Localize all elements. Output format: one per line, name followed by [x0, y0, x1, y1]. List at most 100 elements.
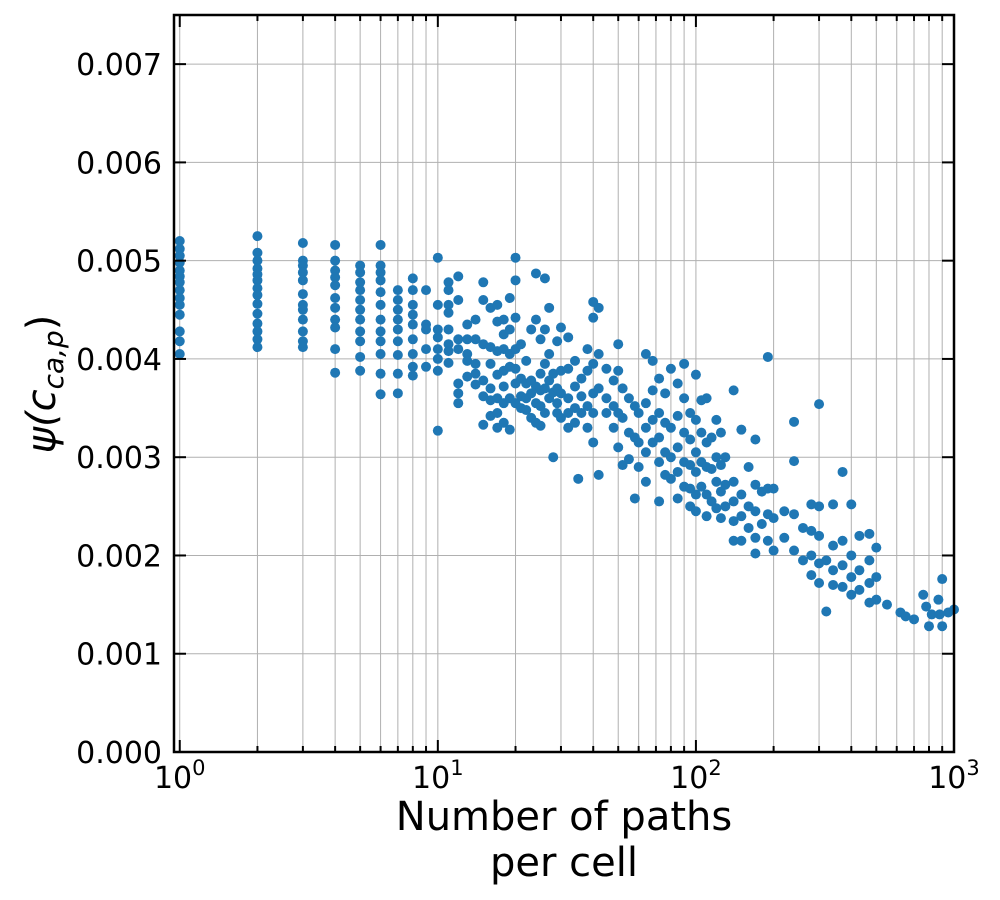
data-point — [665, 473, 676, 484]
data-point — [789, 456, 800, 467]
data-point — [453, 388, 464, 399]
data-point — [665, 363, 676, 374]
data-point — [355, 314, 366, 325]
data-point — [355, 336, 366, 347]
data-point — [392, 350, 403, 361]
x-tick-label: 101 — [412, 756, 464, 796]
data-point — [555, 388, 566, 399]
data-point — [252, 342, 263, 353]
axis-ticks — [174, 15, 954, 753]
y-tick-label: 0.005 — [76, 245, 162, 280]
data-point — [613, 365, 624, 376]
data-point — [728, 385, 739, 396]
data-point — [814, 577, 825, 588]
data-point — [375, 336, 386, 347]
data-point — [375, 389, 386, 400]
data-point — [432, 252, 443, 263]
data-point — [640, 447, 651, 458]
data-point — [569, 417, 580, 428]
data-point — [375, 287, 386, 298]
data-point — [470, 358, 481, 369]
data-point — [608, 422, 619, 433]
data-point — [563, 332, 574, 343]
data-point — [407, 361, 418, 372]
y-tick-label: 0.003 — [76, 441, 162, 476]
data-point — [330, 239, 341, 250]
y-axis-label-psi: ψ(c — [19, 389, 65, 453]
data-point — [814, 530, 825, 541]
data-point — [623, 454, 634, 465]
data-point — [174, 293, 185, 304]
data-point — [779, 506, 790, 517]
data-point — [821, 555, 832, 566]
data-point — [443, 357, 454, 368]
data-point — [846, 550, 857, 561]
data-point — [462, 349, 473, 360]
data-point — [617, 460, 628, 471]
data-point — [573, 473, 584, 484]
data-point — [608, 375, 619, 386]
data-point — [470, 334, 481, 345]
data-point — [498, 381, 509, 392]
data-point — [711, 414, 722, 425]
data-point — [690, 506, 701, 517]
x-tick-label: 100 — [154, 756, 206, 796]
data-point — [654, 407, 665, 418]
data-point — [252, 255, 263, 266]
x-tick-label: 102 — [670, 756, 722, 796]
x-tick-label-base: 10 — [412, 761, 450, 796]
data-point — [750, 479, 761, 490]
data-point — [934, 609, 945, 620]
data-point — [814, 399, 825, 410]
data-point — [552, 336, 563, 347]
data-point — [174, 277, 185, 288]
data-point — [789, 416, 800, 427]
data-point — [806, 570, 817, 581]
data-point — [539, 358, 550, 369]
y-tick-label: 0.007 — [76, 48, 162, 83]
data-point — [828, 565, 839, 576]
data-point — [701, 393, 712, 404]
data-point — [174, 299, 185, 310]
data-point — [711, 452, 722, 463]
data-point — [854, 584, 865, 595]
data-point — [588, 437, 599, 448]
data-point — [814, 501, 825, 512]
data-point — [530, 314, 541, 325]
data-point — [582, 365, 593, 376]
data-point — [706, 432, 717, 443]
data-point — [297, 314, 308, 325]
data-point — [864, 577, 875, 588]
data-point — [563, 363, 574, 374]
data-point — [706, 463, 717, 474]
x-tick-label-base: 10 — [670, 761, 708, 796]
data-point — [432, 353, 443, 364]
data-point — [588, 312, 599, 323]
data-point — [743, 522, 754, 533]
data-point — [837, 535, 848, 546]
data-points — [174, 231, 959, 632]
data-point — [623, 393, 634, 404]
data-point — [297, 275, 308, 286]
data-point — [672, 410, 683, 421]
data-point — [665, 422, 676, 433]
data-point — [535, 334, 546, 345]
data-point — [355, 277, 366, 288]
data-point — [443, 324, 454, 335]
data-point — [252, 290, 263, 301]
data-point — [510, 363, 521, 374]
data-point — [539, 383, 550, 394]
data-point — [510, 312, 521, 323]
data-point — [711, 476, 722, 487]
data-point — [701, 511, 712, 522]
data-point — [355, 351, 366, 362]
data-point — [453, 271, 464, 282]
data-point — [421, 324, 432, 335]
y-axis-label: ψ(cca,p) — [19, 315, 70, 454]
data-point — [582, 344, 593, 355]
data-point — [485, 358, 496, 369]
x-tick-label-exponent: 2 — [708, 756, 721, 780]
data-point — [252, 275, 263, 286]
data-point — [330, 280, 341, 291]
data-point — [633, 462, 644, 473]
